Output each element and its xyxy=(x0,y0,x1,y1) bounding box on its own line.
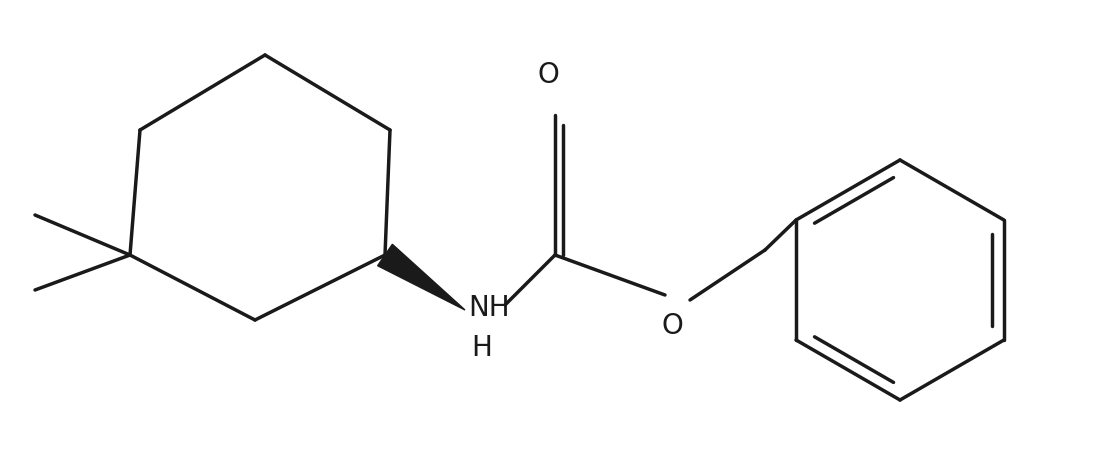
Text: O: O xyxy=(661,312,683,340)
Text: H: H xyxy=(471,334,492,362)
Text: O: O xyxy=(537,61,559,89)
Polygon shape xyxy=(378,244,465,310)
Text: NH: NH xyxy=(468,294,510,322)
